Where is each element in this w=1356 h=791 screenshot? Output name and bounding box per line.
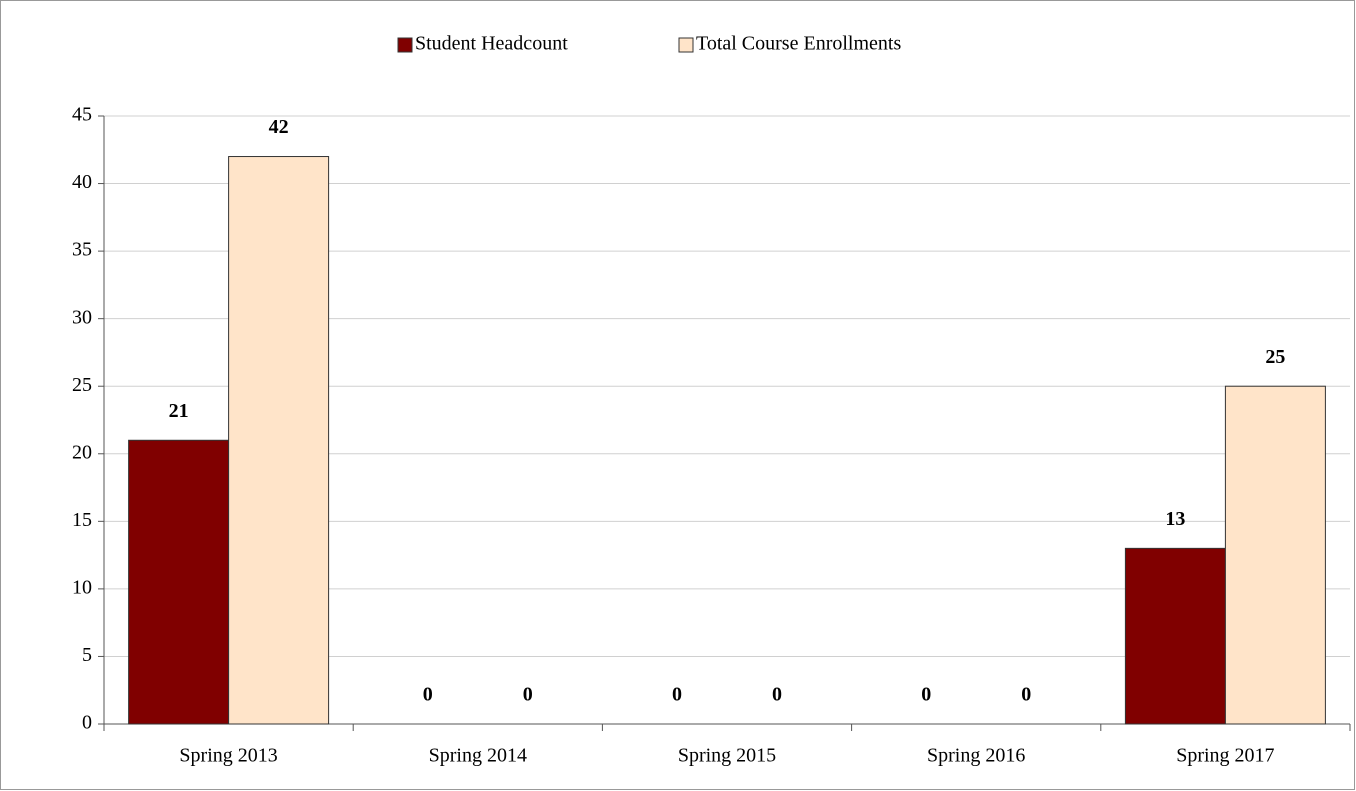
x-tick-label: Spring 2015 <box>678 745 776 767</box>
y-tick-label: 25 <box>72 374 92 396</box>
data-label: 13 <box>1165 508 1185 530</box>
data-label: 0 <box>772 684 782 706</box>
bar <box>228 156 330 725</box>
data-label: 21 <box>169 400 189 422</box>
x-tick-label: Spring 2013 <box>179 745 277 767</box>
data-label: 42 <box>269 116 289 138</box>
y-tick-label: 10 <box>72 576 92 598</box>
legend-swatch <box>397 37 413 53</box>
data-label: 25 <box>1265 346 1285 368</box>
x-tick-label: Spring 2016 <box>927 745 1025 767</box>
bar <box>1224 385 1326 725</box>
bar <box>1124 547 1226 725</box>
data-label: 0 <box>423 684 433 706</box>
x-tick-label: Spring 2014 <box>429 745 527 767</box>
y-tick-label: 45 <box>72 104 92 126</box>
legend-label: Total Course Enrollments <box>696 33 901 55</box>
data-label: 0 <box>672 684 682 706</box>
data-label: 0 <box>921 684 931 706</box>
y-tick-label: 15 <box>72 509 92 531</box>
bar <box>128 439 230 725</box>
x-tick-label: Spring 2017 <box>1176 745 1274 767</box>
legend-label: Student Headcount <box>415 33 568 55</box>
y-tick-label: 5 <box>82 644 92 666</box>
y-tick-label: 0 <box>82 712 92 734</box>
y-tick-label: 30 <box>72 306 92 328</box>
y-tick-label: 35 <box>72 239 92 261</box>
data-label: 0 <box>523 684 533 706</box>
y-tick-label: 20 <box>72 441 92 463</box>
data-label: 0 <box>1021 684 1031 706</box>
legend-swatch <box>678 37 694 53</box>
y-tick-label: 40 <box>72 171 92 193</box>
